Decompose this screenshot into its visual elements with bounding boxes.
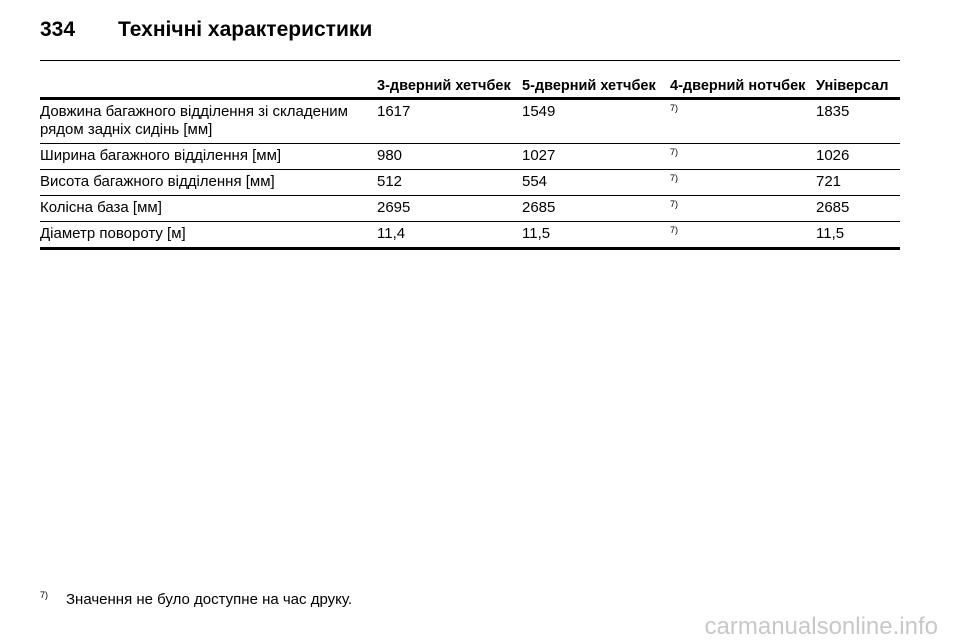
header-cell	[40, 76, 377, 100]
table-cell: 7)	[670, 221, 816, 250]
footnote-ref: 7)	[670, 173, 679, 183]
table-cell: 1617	[377, 98, 522, 144]
table-cell: 7)	[670, 169, 816, 196]
table-cell: 1027	[522, 143, 670, 170]
page-title: Технічні характеристики	[118, 18, 373, 41]
footnote-ref: 7)	[670, 225, 679, 235]
table-body: Довжина багажного відділення зі складени…	[40, 98, 900, 250]
page-number: 334	[40, 18, 76, 41]
table-row: Колісна база [мм] 2695 2685 7) 2685	[40, 195, 900, 222]
table-cell: 980	[377, 143, 522, 170]
watermark: carmanualsonline.info	[704, 613, 938, 640]
footnote-ref: 7)	[670, 147, 679, 157]
table-cell: 2685	[816, 195, 900, 222]
table-cell: 512	[377, 169, 522, 196]
table-row: Довжина багажного відділення зі складени…	[40, 98, 900, 144]
row-label: Довжина багажного відділення зі складени…	[40, 98, 377, 144]
footnote-ref: 7)	[670, 199, 679, 209]
column-header: 3-дверний хетчбек	[377, 76, 522, 100]
table-cell: 7)	[670, 195, 816, 222]
table-cell: 11,5	[522, 221, 670, 250]
table-cell: 1549	[522, 98, 670, 144]
header-rule	[40, 60, 900, 61]
table-cell: 1026	[816, 143, 900, 170]
table-row: Висота багажного відділення [мм] 512 554 7)…	[40, 169, 900, 196]
row-label: Колісна база [мм]	[40, 195, 377, 222]
row-label: Ширина багажного відділення [мм]	[40, 143, 377, 170]
spec-table: 3-дверний хетчбек 5-дверний хетчбек 4-двер…	[40, 76, 900, 250]
header-row: 3-дверний хетчбек 5-дверний хетчбек 4-двер…	[40, 76, 900, 100]
footnote-ref: 7)	[670, 103, 679, 113]
table-cell: 554	[522, 169, 670, 196]
table-cell: 2685	[522, 195, 670, 222]
table-cell: 7)	[670, 143, 816, 170]
table-cell: 1835	[816, 98, 900, 144]
footnote-text: Значення не було доступне на час друку.	[66, 591, 353, 608]
footnote-marker: 7)	[40, 590, 49, 600]
table-cell: 721	[816, 169, 900, 196]
table-row: Ширина багажного відділення [мм] 980 1027 7…	[40, 143, 900, 170]
table-cell: 7)	[670, 98, 816, 144]
table-cell: 2695	[377, 195, 522, 222]
table-cell: 11,5	[816, 221, 900, 250]
row-label: Висота багажного відділення [мм]	[40, 169, 377, 196]
column-header: 4-дверний нотчбек	[670, 76, 816, 100]
row-label: Діаметр повороту [м]	[40, 221, 377, 250]
column-header: 5-дверний хетчбек	[522, 76, 670, 100]
table-row: Діаметр повороту [м] 11,4 11,5 7) 11,5	[40, 221, 900, 250]
table-cell: 11,4	[377, 221, 522, 250]
column-header: Універсал	[816, 76, 900, 100]
